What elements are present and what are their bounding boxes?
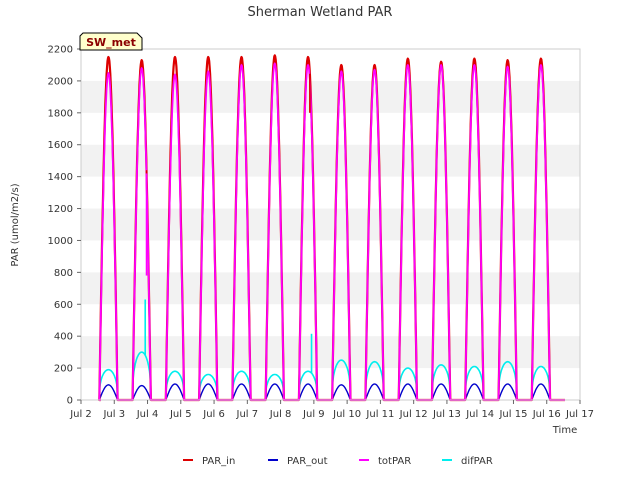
x-tick-label: Jul 14 — [465, 409, 494, 420]
x-tick-label: Jul 10 — [332, 409, 361, 420]
x-tick-label: Jul 15 — [498, 409, 527, 420]
x-axis-title: Time — [552, 425, 577, 436]
station-badge: SW_met — [79, 32, 143, 51]
x-tick-label: Jul 12 — [399, 409, 428, 420]
x-tick-label: Jul 16 — [532, 409, 561, 420]
grid-band — [81, 336, 580, 369]
y-axis: 0 200 400 600 800 1000 1200 1400 1600 1800 2000 220… — [48, 45, 81, 407]
y-axis-title: PAR (umol/m2/s) — [10, 183, 21, 266]
x-tick-label: Jul 3 — [102, 409, 125, 420]
y-tick-label: 1200 — [48, 204, 73, 215]
legend-label-difPAR: difPAR — [461, 456, 493, 467]
legend-label-PAR_out: PAR_out — [287, 456, 328, 467]
x-tick-label: Jul 17 — [565, 409, 594, 420]
y-tick-label: 1400 — [48, 172, 73, 183]
x-tick-label: Jul 7 — [236, 409, 259, 420]
y-tick-label: 2000 — [48, 76, 73, 87]
y-tick-label: 400 — [54, 332, 73, 343]
y-tick-label: 0 — [67, 396, 73, 407]
x-tick-label: Jul 6 — [202, 409, 225, 420]
background-bands — [81, 80, 580, 369]
badge-box — [79, 32, 143, 51]
x-tick-label: Jul 8 — [269, 409, 292, 420]
grid-band — [81, 208, 580, 241]
x-tick-label: Jul 4 — [136, 409, 159, 420]
y-tick-label: 800 — [54, 268, 73, 279]
y-tick-label: 600 — [54, 300, 73, 311]
grid-band — [81, 144, 580, 177]
y-tick-label: 1800 — [48, 108, 73, 119]
y-tick-label: 200 — [54, 364, 73, 375]
x-axis: Jul 2 Jul 3 Jul 4 Jul 5 Jul 6 Jul 7 Jul 8 Jul 9… — [69, 400, 594, 420]
x-tick-label: Jul 11 — [365, 409, 394, 420]
x-tick-label: Jul 2 — [69, 409, 92, 420]
legend: PAR_in PAR_out totPAR difPAR — [183, 456, 493, 467]
legend-label-totPAR: totPAR — [378, 456, 411, 467]
chart-title: Sherman Wetland PAR — [248, 5, 393, 20]
y-tick-label: 2200 — [48, 45, 73, 56]
y-tick-label: 1000 — [48, 236, 73, 247]
x-tick-label: Jul 5 — [169, 409, 192, 420]
legend-label-PAR_in: PAR_in — [202, 456, 235, 467]
x-tick-label: Jul 9 — [302, 409, 325, 420]
badge-label: SW_met — [86, 36, 136, 49]
grid-band — [81, 272, 580, 305]
plot-frame — [80, 48, 581, 401]
y-tick-label: 1600 — [48, 140, 73, 151]
grid-band — [81, 80, 580, 113]
x-tick-label: Jul 13 — [432, 409, 461, 420]
